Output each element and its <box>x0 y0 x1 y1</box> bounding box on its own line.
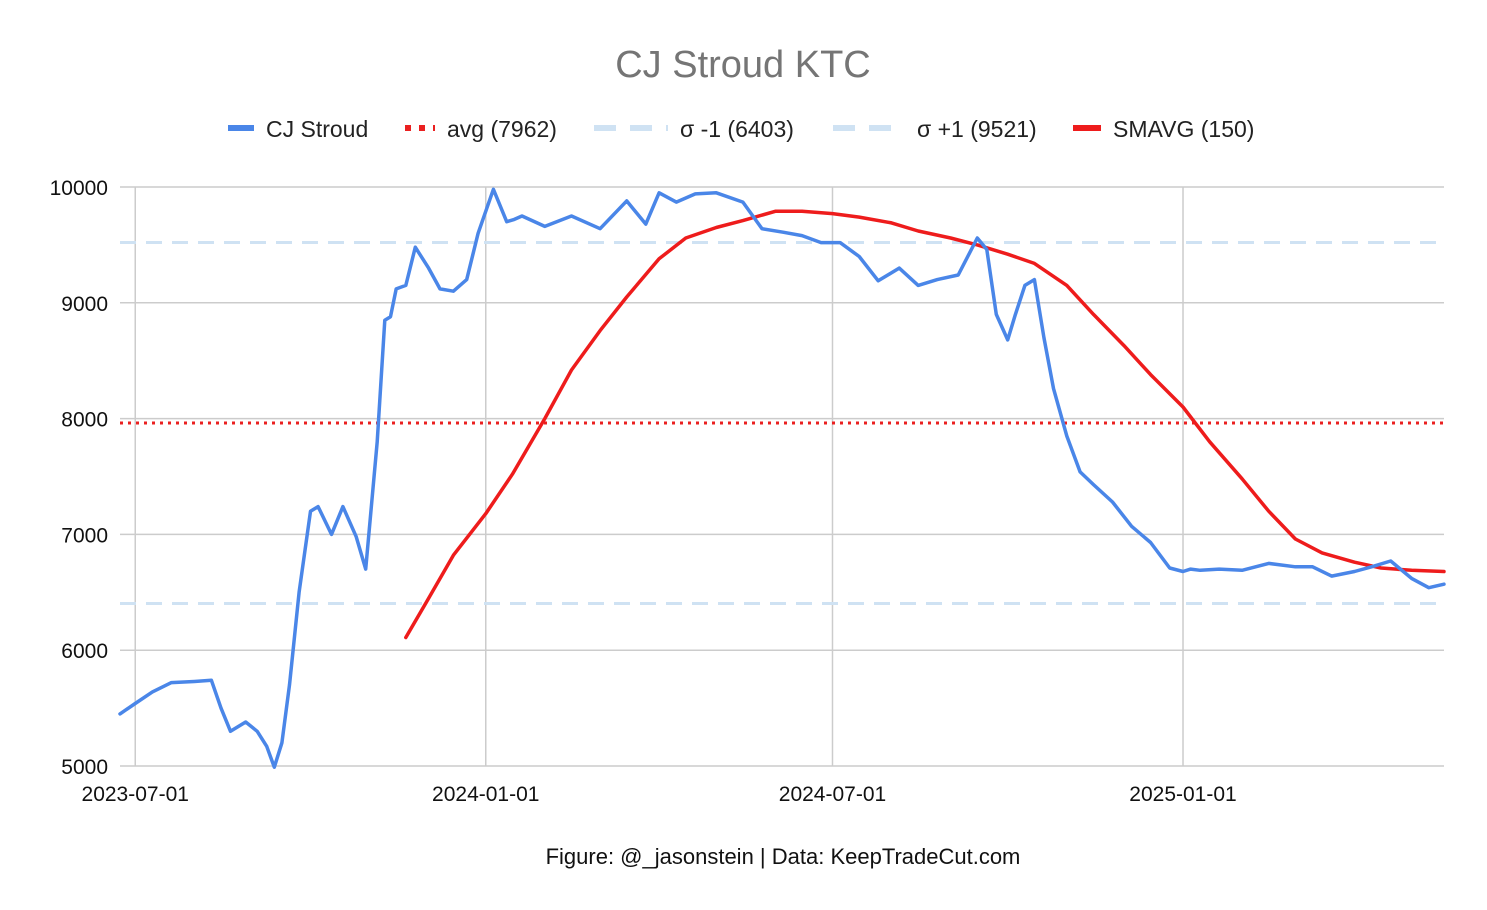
y-axis-ticks: 5000 6000 7000 8000 9000 10000 <box>50 177 108 779</box>
legend: CJ Stroud avg (7962) σ -1 (6403) σ +1 (9521… <box>228 116 1254 142</box>
x-tick-label: 2024-01-01 <box>432 783 539 806</box>
legend-label-3: σ +1 (9521) <box>917 116 1037 142</box>
y-tick-label: 9000 <box>61 293 108 316</box>
y-tick-label: 6000 <box>61 640 108 663</box>
legend-label-0: CJ Stroud <box>266 116 368 142</box>
legend-label-4: SMAVG (150) <box>1113 116 1254 142</box>
x-tick-label: 2023-07-01 <box>82 783 189 806</box>
chart-title: CJ Stroud KTC <box>615 44 871 86</box>
series-line-0 <box>118 187 1446 769</box>
series-line-4 <box>404 209 1446 640</box>
y-tick-label: 5000 <box>61 756 108 779</box>
x-tick-label: 2024-07-01 <box>779 783 886 806</box>
y-tick-label: 10000 <box>50 177 108 200</box>
x-axis-ticks: 2023-07-01 2024-01-01 2024-07-01 2025-01-01 <box>82 783 1237 806</box>
y-tick-label: 8000 <box>61 409 108 432</box>
y-tick-label: 7000 <box>61 524 108 547</box>
x-tick-label: 2025-01-01 <box>1129 783 1236 806</box>
series-layer <box>118 187 1446 769</box>
chart-caption: Figure: @_jasonstein | Data: KeepTradeCu… <box>546 844 1021 869</box>
gridlines <box>120 186 1444 767</box>
legend-label-1: avg (7962) <box>447 116 557 142</box>
legend-label-2: σ -1 (6403) <box>680 116 794 142</box>
